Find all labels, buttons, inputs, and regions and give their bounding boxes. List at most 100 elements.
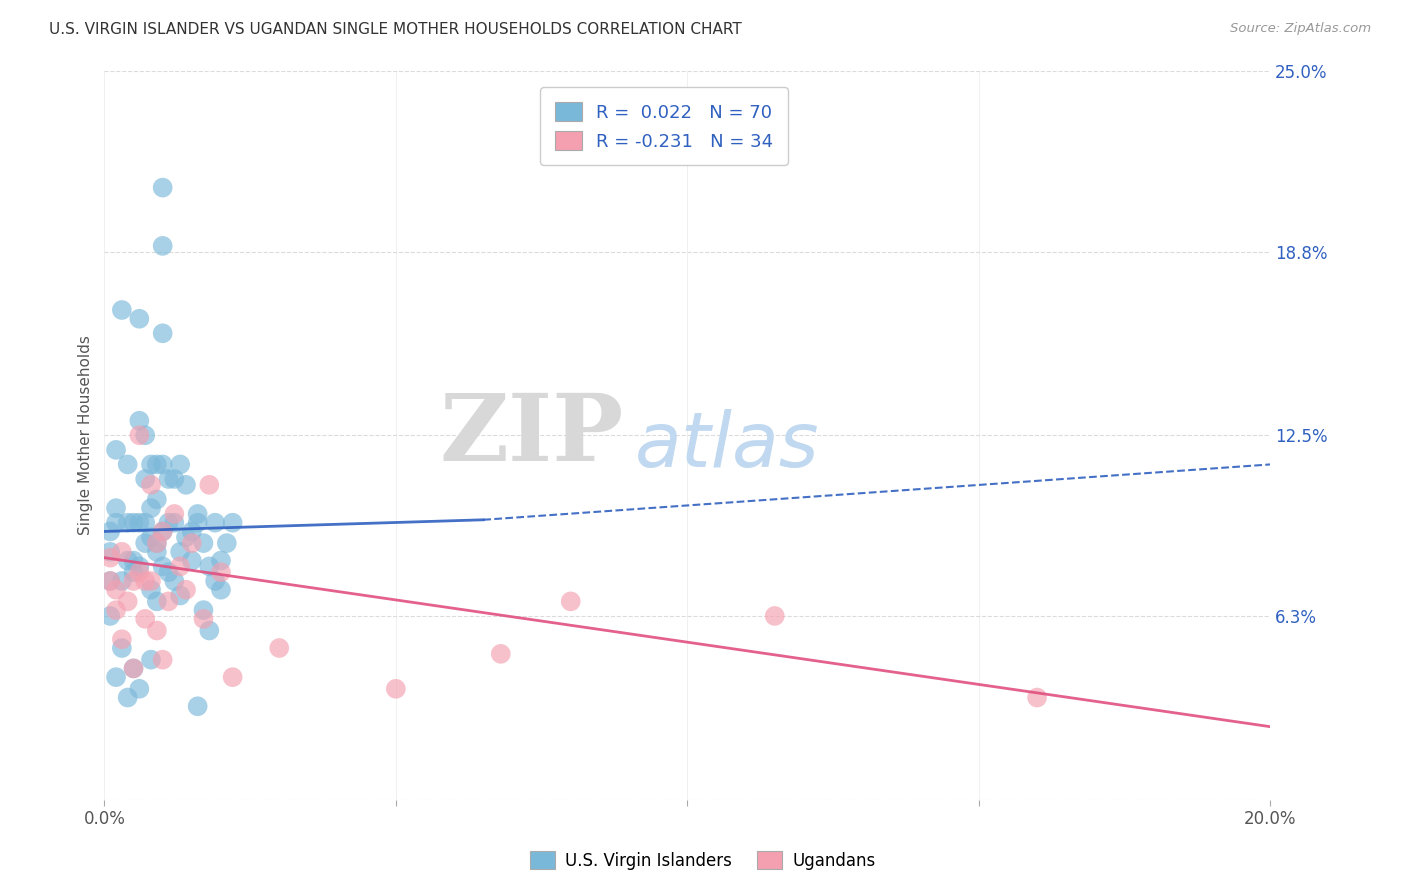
Point [269, 640, 291, 655]
Point [221, 516, 243, 530]
Point [385, 681, 408, 696]
Point [152, 458, 174, 472]
Point [157, 566, 180, 580]
Point [209, 582, 232, 597]
Point [193, 612, 215, 626]
Point [122, 661, 145, 675]
Point [204, 574, 226, 588]
Point [134, 574, 156, 588]
Point [169, 458, 191, 472]
Point [128, 311, 150, 326]
Point [98, 550, 121, 565]
Point [187, 699, 209, 714]
Point [193, 603, 215, 617]
Point [169, 589, 191, 603]
Point [157, 472, 180, 486]
Point [163, 472, 186, 486]
Point [134, 516, 156, 530]
Point [134, 472, 156, 486]
Point [169, 559, 191, 574]
Point [122, 553, 145, 567]
Point [146, 536, 169, 550]
Point [139, 458, 162, 472]
Point [139, 478, 162, 492]
Point [1026, 690, 1049, 705]
Point [221, 670, 243, 684]
Point [128, 559, 150, 574]
Point [105, 442, 128, 457]
Text: atlas: atlas [636, 409, 820, 483]
Point [139, 653, 162, 667]
Point [122, 516, 145, 530]
Point [215, 536, 238, 550]
Point [489, 647, 512, 661]
Point [152, 524, 174, 539]
Point [163, 507, 186, 521]
Text: ZIP: ZIP [439, 391, 623, 480]
Point [152, 653, 174, 667]
Point [152, 524, 174, 539]
Point [152, 180, 174, 194]
Point [198, 624, 221, 638]
Point [193, 536, 215, 550]
Point [111, 640, 134, 655]
Point [111, 632, 134, 647]
Point [105, 516, 128, 530]
Point [105, 501, 128, 516]
Point [187, 507, 209, 521]
Text: U.S. VIRGIN ISLANDER VS UGANDAN SINGLE MOTHER HOUSEHOLDS CORRELATION CHART: U.S. VIRGIN ISLANDER VS UGANDAN SINGLE M… [49, 22, 742, 37]
Point [98, 524, 121, 539]
Point [105, 603, 128, 617]
Point [209, 566, 232, 580]
Point [117, 690, 139, 705]
Point [152, 326, 174, 341]
Point [98, 609, 121, 624]
Point [187, 516, 209, 530]
Point [122, 566, 145, 580]
Point [105, 670, 128, 684]
Point [128, 414, 150, 428]
Point [111, 545, 134, 559]
Point [122, 661, 145, 675]
Point [139, 574, 162, 588]
Point [128, 428, 150, 442]
Point [139, 530, 162, 544]
Point [198, 559, 221, 574]
Point [163, 516, 186, 530]
Point [122, 574, 145, 588]
Point [152, 239, 174, 253]
Point [157, 516, 180, 530]
Point [763, 609, 786, 624]
Point [98, 574, 121, 588]
Point [174, 582, 197, 597]
Point [128, 516, 150, 530]
Point [204, 516, 226, 530]
Point [134, 536, 156, 550]
Point [174, 530, 197, 544]
Point [146, 594, 169, 608]
Point [117, 594, 139, 608]
Point [134, 428, 156, 442]
Point [180, 524, 202, 539]
Point [174, 478, 197, 492]
Point [98, 574, 121, 588]
Point [180, 536, 202, 550]
Point [139, 582, 162, 597]
Point [111, 574, 134, 588]
Point [163, 574, 186, 588]
Point [128, 681, 150, 696]
Point [157, 594, 180, 608]
Point [169, 545, 191, 559]
Legend: R =  0.022   N = 70, R = -0.231   N = 34: R = 0.022 N = 70, R = -0.231 N = 34 [540, 87, 787, 165]
Text: Source: ZipAtlas.com: Source: ZipAtlas.com [1230, 22, 1371, 36]
Point [152, 559, 174, 574]
Point [105, 582, 128, 597]
Point [98, 545, 121, 559]
Point [128, 566, 150, 580]
Point [117, 458, 139, 472]
Point [180, 553, 202, 567]
Point [198, 478, 221, 492]
Point [117, 516, 139, 530]
Point [560, 594, 582, 608]
Point [146, 545, 169, 559]
